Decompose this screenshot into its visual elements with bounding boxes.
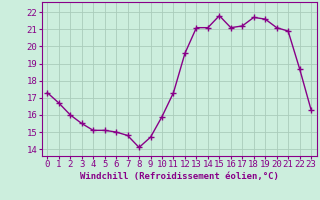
X-axis label: Windchill (Refroidissement éolien,°C): Windchill (Refroidissement éolien,°C) [80, 172, 279, 181]
